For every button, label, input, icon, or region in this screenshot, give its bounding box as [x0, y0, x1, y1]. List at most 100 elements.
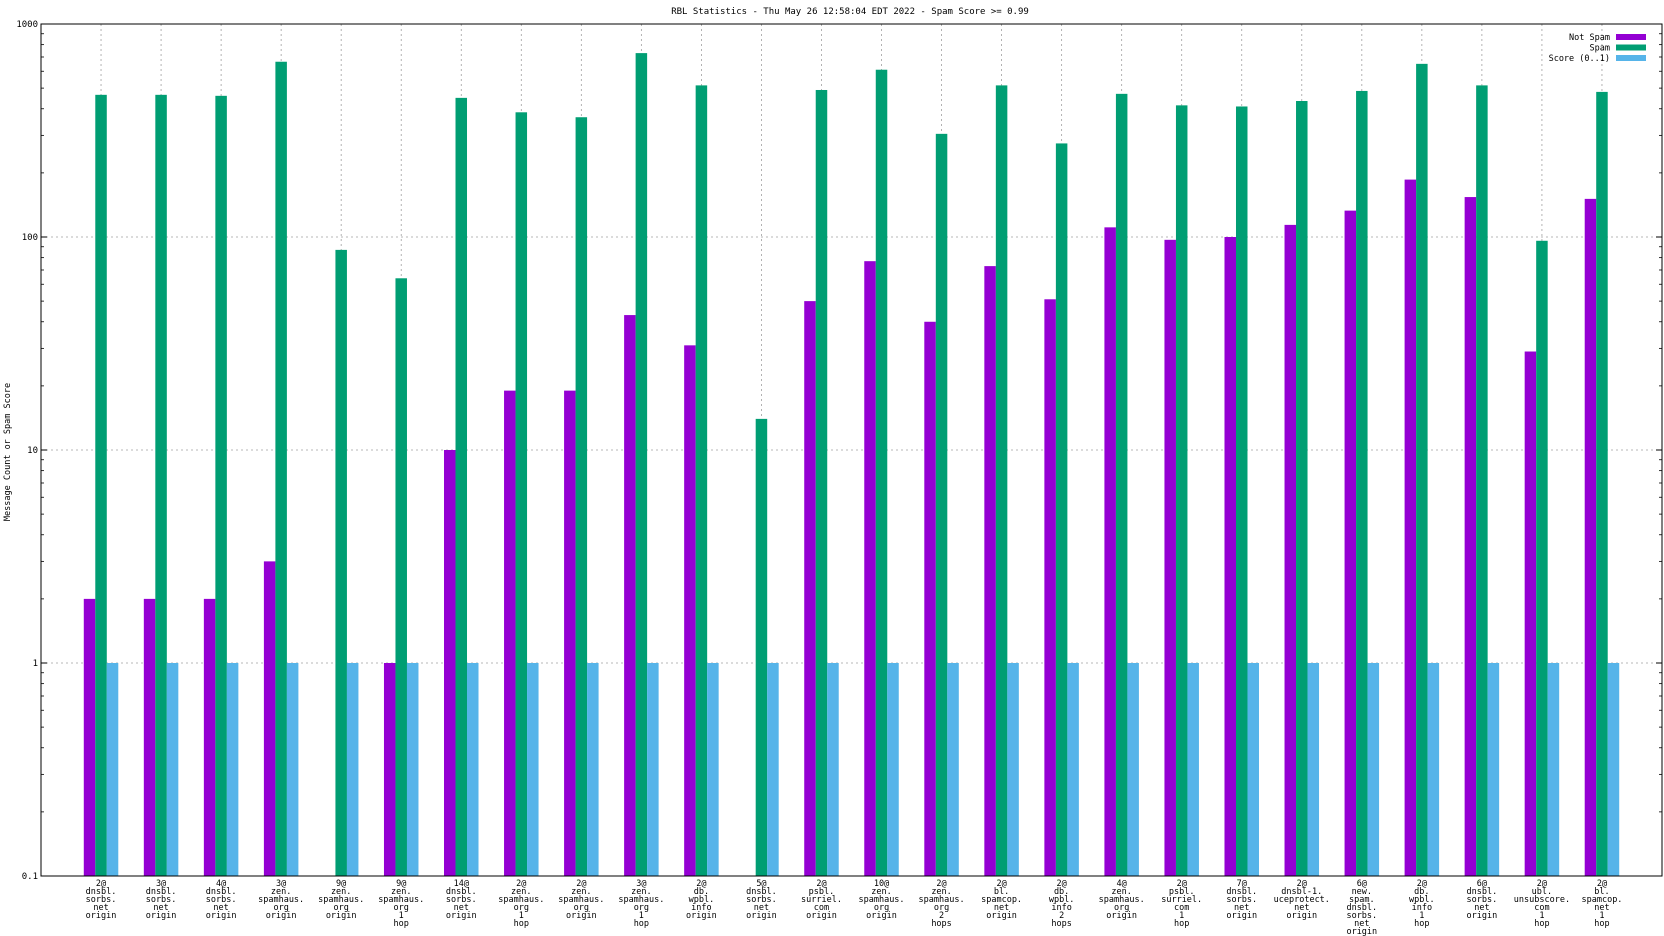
x-category-label: 2@ psbl. surriel. com 1 hop — [1161, 879, 1202, 929]
x-category-label-line: hop — [1174, 919, 1189, 929]
y-tick-label: 1000 — [16, 20, 38, 30]
x-category-label: 2@ bl. spamcop. net 1 hop — [1581, 879, 1622, 929]
x-category-label-line: 2@ — [1297, 879, 1307, 889]
bar-not-spam — [143, 598, 156, 876]
x-category-label-line: org — [1114, 903, 1129, 913]
x-category-label-line: hop — [514, 919, 529, 929]
x-category-label-line: hop — [634, 919, 649, 929]
chart-title: RBL Statistics - Thu May 26 12:58:04 EDT… — [671, 7, 1029, 17]
x-category-label-line: hop — [1414, 919, 1429, 929]
x-category-label-line: spam. — [1349, 895, 1375, 905]
x-category-label-line: hop — [1594, 919, 1609, 929]
bar-not-spam — [504, 390, 516, 876]
bar-not-spam — [383, 663, 396, 876]
x-category-label-line: zen. — [391, 887, 411, 897]
x-category-label-line: 1 — [1179, 911, 1184, 921]
x-category-label-line: info — [1412, 903, 1432, 913]
x-category-label: 10@ zen. spamhaus. org origin — [858, 879, 904, 921]
bar-not-spam — [263, 561, 276, 876]
x-category-label-line: 1 — [1539, 911, 1544, 921]
x-category-label-line: ubl. — [1532, 887, 1552, 897]
x-category-label: 3@ zen. spamhaus. org origin — [258, 879, 304, 921]
x-category-label: 2@ ubl. unsubscore. com 1 hop — [1514, 879, 1570, 929]
x-category-label-line: sorbs. — [1226, 895, 1257, 905]
x-category-label-line: zen. — [271, 887, 291, 897]
bar-not-spam — [804, 301, 816, 876]
bar-score-0-1 — [346, 663, 359, 876]
x-category-label-line: psbl. — [809, 887, 835, 897]
x-category-label-line: db. — [1054, 887, 1069, 897]
x-category-label-line: net — [93, 903, 108, 913]
bar-score-0-1 — [647, 663, 659, 876]
x-category-label-line: net — [1234, 903, 1249, 913]
x-category-label-line: com — [814, 903, 829, 913]
x-category-label-line: new. — [1352, 887, 1372, 897]
x-category-label-line: 2 — [939, 911, 944, 921]
x-category-label-line: 1 — [639, 911, 644, 921]
bar-spam — [935, 133, 948, 877]
x-category-label-line: sorbs. — [86, 895, 117, 905]
x-category-label-line: net — [1294, 903, 1309, 913]
bar-spam — [455, 97, 468, 877]
x-category-label-line: net — [1594, 903, 1609, 913]
x-category-label-line: sorbs. — [206, 895, 237, 905]
x-category-label-line: dnsbl. — [446, 887, 477, 897]
x-category-label-line: origin — [326, 911, 357, 921]
x-category-label-line: org — [874, 903, 889, 913]
bar-score-0-1 — [1487, 663, 1500, 876]
x-category-label-line: net — [754, 903, 769, 913]
x-category-label-line: net — [994, 903, 1009, 913]
bar-score-0-1 — [527, 663, 539, 876]
legend-swatch — [1616, 44, 1646, 51]
bar-score-0-1 — [707, 663, 719, 876]
bar-spam — [1356, 90, 1368, 876]
x-category-label-line: spamhaus. — [498, 895, 544, 905]
bar-score-0-1 — [1547, 663, 1560, 876]
x-category-label-line: psbl. — [1169, 887, 1195, 897]
x-category-label-line: sorbs. — [1346, 911, 1377, 921]
bar-score-0-1 — [587, 663, 599, 876]
y-tick-label: 0.1 — [22, 872, 38, 882]
x-category-label-line: zen. — [1111, 887, 1131, 897]
x-category-label-line: 2@ — [1537, 879, 1547, 889]
bar-score-0-1 — [947, 663, 959, 876]
bar-not-spam — [444, 450, 456, 876]
x-category-label-line: zen. — [931, 887, 951, 897]
x-category-label-line: 6@ — [1477, 879, 1487, 889]
bar-score-0-1 — [1007, 663, 1019, 876]
x-category-label: 9@ zen. spamhaus. org 1 hop — [378, 879, 424, 929]
x-category-label-line: 2@ — [816, 879, 826, 889]
x-category-label-line: net — [213, 903, 228, 913]
bar-spam — [1235, 106, 1248, 876]
x-category-label-line: dnsbl. — [1226, 887, 1257, 897]
x-category-label-line: 2 — [1059, 911, 1064, 921]
legend-label: Not Spam — [1569, 33, 1610, 43]
x-category-label-line: bl. — [1594, 887, 1609, 897]
x-category-label-line: wpbl. — [1049, 895, 1075, 905]
x-category-label-line: spamhaus. — [618, 895, 664, 905]
x-category-label: 3@ dnsbl. sorbs. net origin — [146, 879, 177, 921]
bar-spam — [95, 94, 107, 876]
x-category-label-line: org — [273, 903, 288, 913]
x-category-label: 2@ dnsbl-1. uceprotect. net origin — [1274, 879, 1330, 921]
x-category-label-line: 1 — [519, 911, 524, 921]
bar-not-spam — [1404, 179, 1417, 876]
bar-not-spam — [1284, 224, 1297, 876]
x-category-label: 4@ zen. spamhaus. org origin — [1099, 879, 1145, 921]
x-category-label: 4@ dnsbl. sorbs. net origin — [206, 879, 237, 921]
x-category-label: 2@ zen. spamhaus. org 1 hop — [498, 879, 544, 929]
x-category-label-line: dnsbl. — [746, 887, 777, 897]
bar-spam — [575, 117, 588, 876]
legend-label: Spam — [1590, 44, 1610, 54]
x-category-label-line: origin — [1346, 927, 1377, 936]
bars-layer — [83, 53, 1620, 877]
x-category-label-line: 14@ — [454, 879, 469, 889]
bar-score-0-1 — [467, 663, 479, 876]
bar-not-spam — [564, 390, 576, 876]
x-category-label: 2@ psbl. surriel. com origin — [801, 879, 842, 921]
x-category-label-line: net — [1354, 919, 1369, 929]
bar-not-spam — [203, 598, 216, 876]
